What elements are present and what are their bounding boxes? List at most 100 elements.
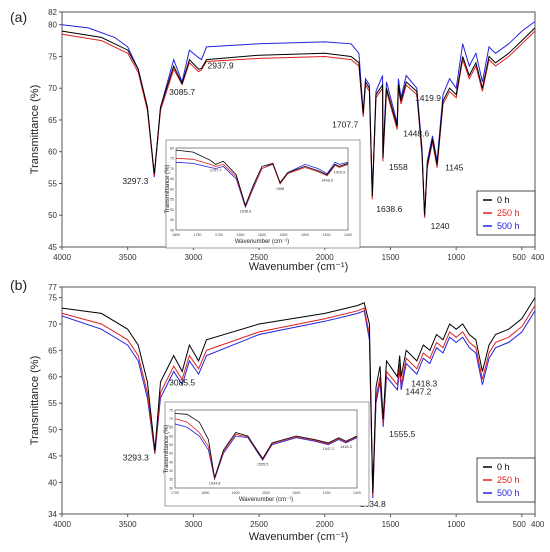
inset-x-tick-label: 1400 xyxy=(353,491,361,495)
inset-series-line-0-h xyxy=(175,413,357,478)
inset-y-tick-label: 45 xyxy=(170,218,174,222)
inset-y-tick-label: 35 xyxy=(169,478,173,482)
y-tick-label: 60 xyxy=(48,148,57,157)
legend-entry: 250 h xyxy=(497,475,520,485)
inset-series-line-0-h xyxy=(176,149,348,207)
inset-x-tick-label: 1600 xyxy=(258,233,266,237)
inset-peak-annotation: 1419.9 xyxy=(334,170,346,174)
inset-peak-annotation: 1447.2 xyxy=(323,447,335,451)
inset-frame xyxy=(175,147,349,231)
inset-y-tick-label: 40 xyxy=(170,228,174,232)
inset-x-axis-title: Wavenumber (cm⁻¹) xyxy=(235,239,289,245)
x-tick-label: 3000 xyxy=(184,520,202,529)
inset-y-tick-label: 45 xyxy=(169,460,173,464)
inset-peak-annotation: 1707.7 xyxy=(210,168,222,172)
y-tick-label: 50 xyxy=(48,426,57,435)
inset-y-tick-label: 75 xyxy=(169,408,173,412)
legend-entry: 500 h xyxy=(497,221,520,231)
x-axis-title: Wavenumber (cm⁻¹) xyxy=(249,531,349,543)
peak-annotation: 2937.9 xyxy=(208,61,234,71)
peak-annotation: 1555.5 xyxy=(389,429,415,439)
inset-x-tick-label: 1650 xyxy=(237,233,245,237)
y-tick-label: 40 xyxy=(48,478,57,487)
y-tick-label: 50 xyxy=(48,211,57,220)
inset-y-tick-label: 70 xyxy=(170,167,174,171)
inset-series-line-500-h xyxy=(176,161,348,209)
x-tick-label: 3500 xyxy=(119,253,137,262)
x-tick-label: 500 xyxy=(513,520,527,529)
inset-x-tick-label: 1450 xyxy=(323,233,331,237)
peak-annotation: 1447.2 xyxy=(405,387,431,397)
inset-peak-annotation: 1555.5 xyxy=(257,463,269,467)
x-tick-label: 2500 xyxy=(250,253,268,262)
inset-peak-annotation: 1634.8 xyxy=(209,482,221,486)
inset-series-line-500-h xyxy=(175,423,357,481)
y-tick-label: 45 xyxy=(48,452,57,461)
inset-y-tick-label: 50 xyxy=(169,452,173,456)
peak-annotation: 1707.7 xyxy=(332,120,358,130)
x-tick-label: 2000 xyxy=(316,253,334,262)
inset-frame-outer xyxy=(165,139,361,249)
inset-peak-annotation: 1448.6 xyxy=(321,179,333,183)
y-axis-title: Transmittance (%) xyxy=(29,356,41,445)
x-tick-label: 1000 xyxy=(447,520,465,529)
inset-y-tick-label: 55 xyxy=(170,198,174,202)
inset-x-tick-label: 1600 xyxy=(232,491,240,495)
plot-frame xyxy=(61,286,536,515)
x-tick-label: 3000 xyxy=(184,253,202,262)
peak-annotation: 1419.9 xyxy=(415,93,441,103)
inset-y-tick-label: 40 xyxy=(169,469,173,473)
legend-entry: 0 h xyxy=(497,195,510,205)
inset-frame-outer xyxy=(164,401,370,507)
x-tick-label: 2500 xyxy=(250,520,268,529)
x-tick-label: 400 xyxy=(531,520,545,529)
peak-annotation: 3085.7 xyxy=(169,87,195,97)
y-tick-label: 70 xyxy=(48,320,57,329)
inset-y-tick-label: 30 xyxy=(169,486,173,490)
inset-x-tick-label: 1700 xyxy=(215,233,223,237)
inset-plot: 1700 1650 1600 1550 1500 1450 1400 75 70 65 60 55 50… xyxy=(164,401,370,507)
inset-y-tick-label: 60 xyxy=(169,434,173,438)
inset-x-tick-label: 1700 xyxy=(171,491,179,495)
y-tick-label: 82 xyxy=(48,8,57,17)
inset-y-axis-title: Transmittance (%) xyxy=(165,165,171,214)
y-tick-label: 77 xyxy=(48,283,57,292)
legend-entry: 500 h xyxy=(497,488,520,498)
y-tick-label: 55 xyxy=(48,179,57,188)
panel-a: (a) 4000 3500 3000 2500 2000 1500 1000 500 400 45 5… xyxy=(10,8,545,273)
y-tick-label: 55 xyxy=(48,399,57,408)
inset-peak-annotation: 1638.6 xyxy=(240,209,252,213)
x-tick-label: 500 xyxy=(513,253,527,262)
y-tick-label: 65 xyxy=(48,116,57,125)
inset-y-tick-label: 55 xyxy=(169,443,173,447)
peak-annotation: 1558 xyxy=(389,162,408,172)
peak-annotation: 1638.6 xyxy=(376,204,402,214)
inset-x-tick-label: 1550 xyxy=(262,491,270,495)
x-tick-label: 4000 xyxy=(53,520,71,529)
inset-y-tick-label: 60 xyxy=(170,187,174,191)
peak-annotation: 1418.3 xyxy=(411,379,437,389)
y-axis-title: Transmittance (%) xyxy=(29,85,41,174)
series-line-0-h xyxy=(62,27,535,216)
inset-plot: 1800 1750 1700 1650 1600 1550 1500 1450 1400 80 75… xyxy=(165,139,361,249)
inset-x-tick-label: 1500 xyxy=(301,233,309,237)
peak-annotation: 3297.3 xyxy=(122,176,148,186)
inset-series-line-250-h xyxy=(176,157,348,208)
inset-y-tick-label: 50 xyxy=(170,208,174,212)
x-tick-label: 1500 xyxy=(382,520,400,529)
inset-y-tick-label: 80 xyxy=(170,146,174,150)
inset-peak-annotation: 1418.3 xyxy=(340,445,352,449)
peak-annotation: 1634.8 xyxy=(360,499,386,509)
y-tick-label: 70 xyxy=(48,84,57,93)
x-tick-label: 1000 xyxy=(447,253,465,262)
series-line-250-h xyxy=(62,30,535,218)
inset-x-tick-label: 1450 xyxy=(323,491,331,495)
x-tick-label: 3500 xyxy=(119,520,137,529)
inset-x-tick-label: 1650 xyxy=(201,491,209,495)
inset-x-tick-label: 1800 xyxy=(172,233,180,237)
y-tick-label: 75 xyxy=(48,52,57,61)
y-tick-label: 34 xyxy=(48,510,57,519)
inset-y-axis-title: Transmittance (%) xyxy=(164,425,170,474)
